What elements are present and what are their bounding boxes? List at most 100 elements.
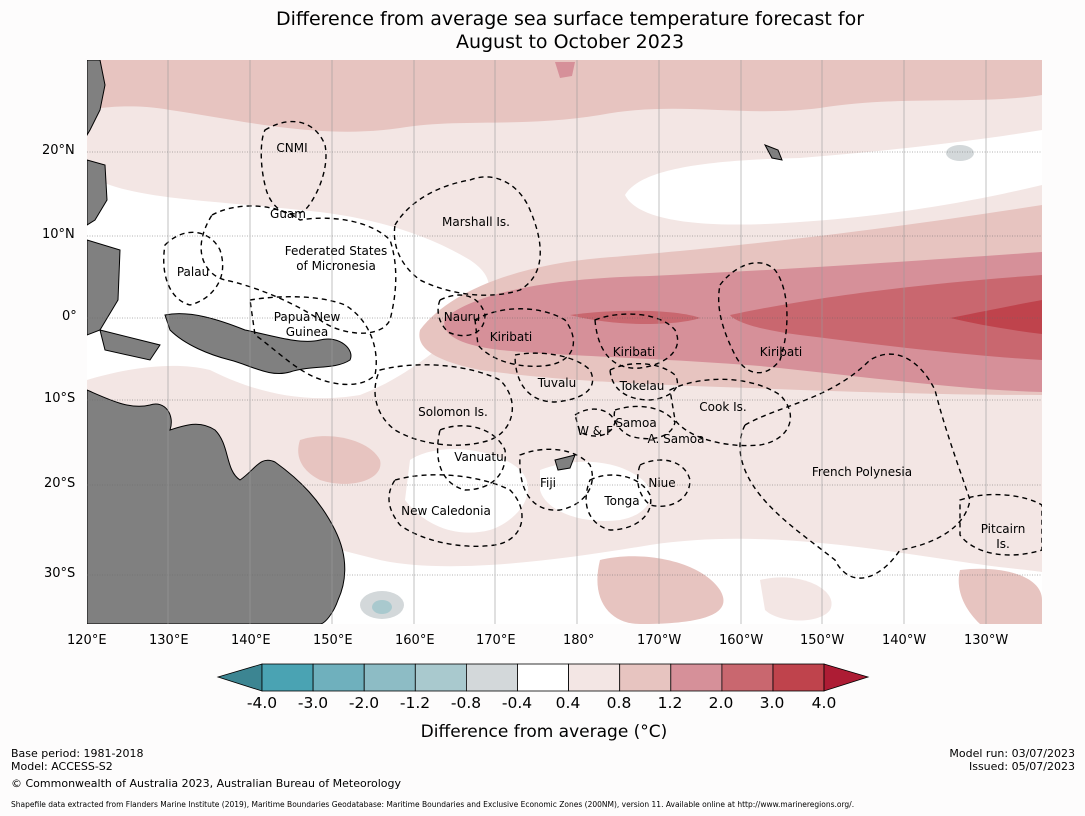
land [87,60,783,624]
colorbar-segment-1 [312,663,365,692]
lat-label-30s: 30°S [44,566,76,581]
label-png-line2: Guinea [286,325,329,339]
colorbar-segment-4 [465,663,518,692]
label-palau: Palau [177,265,209,279]
label-fsm-line2: of Micronesia [296,259,376,273]
cb-tick-0: -4.0 [246,694,278,712]
label-kiribati-east: Kiribati [760,345,802,359]
borneo-sulawesi [87,239,121,336]
label-solomon: Solomon Is. [418,405,488,419]
meta-left: Base period: 1981-2018 Model: ACCESS-S2 [11,747,143,773]
anomaly-patch-north [555,62,575,78]
label-pitcairn-line2: Is. [996,537,1010,551]
shapefile-credit: Shapefile data extracted from Flanders M… [11,800,855,809]
colorbar-extend-low [216,663,263,692]
label-pitcairn-line1: Pitcairn [981,522,1026,536]
eez-samoa [613,405,676,440]
lon-label-130w: 130°W [964,633,1009,648]
indonesia [99,329,161,361]
copyright: © Commonwealth of Australia 2023, Austra… [11,777,401,790]
lat-label-20n: 20°N [42,143,75,158]
anomaly-blob-south [597,556,724,624]
label-vanuatu: Vanuatu [454,450,504,464]
lon-label-160e: 160°E [395,633,435,648]
anomaly-2.0-3.0-west [570,310,700,324]
label-tuvalu: Tuvalu [537,376,577,390]
eez-tonga [585,474,652,531]
cb-tick-9: 2.0 [708,694,734,712]
label-kiribati-central: Kiribati [613,345,655,359]
colorbar-segment-10 [772,663,825,692]
label-french-polynesia: French Polynesia [812,465,912,479]
eez-kiribati-west [474,308,575,367]
lon-label-130e: 130°E [149,633,189,648]
lon-label-170e: 170°E [476,633,516,648]
anomaly-blob-solomon [298,436,381,484]
issued-date: Issued: 05/07/2023 [968,759,1075,773]
lat-label-20s: 20°S [44,476,76,491]
lon-label-120e: 120°E [67,633,107,648]
colorbar-segment-2 [363,663,416,692]
cb-tick-4: -0.8 [450,694,482,712]
eez-fsm [200,205,397,334]
lon-label-170w: 170°W [637,633,682,648]
label-american-samoa: A. Samoa [648,432,705,446]
model-name: Model: ACCESS-S2 [11,759,113,773]
label-fiji: Fiji [540,476,556,490]
anomaly-band-north [87,60,1042,132]
meridians [167,60,987,624]
label-png-line1: Papua New [274,310,341,324]
colorbar-segment-6 [568,663,621,692]
eez-kiribati-central [594,313,679,369]
anomaly-3.0-4.0-east [950,300,1042,334]
label-samoa: Samoa [615,416,656,430]
cb-tick-6: 0.4 [555,694,581,712]
chart-title: Difference from average sea surface temp… [0,8,1085,54]
hawaii [763,144,783,161]
cb-tick-8: 1.2 [657,694,683,712]
cool-blob-north [946,145,974,161]
cb-tick-5: -0.4 [501,694,533,712]
neutral-area-central-north [625,130,1042,225]
cb-tick-1: -3.0 [297,694,329,712]
eez-vanuatu [436,425,506,491]
eez-pitcairn [959,493,1042,556]
neutral-area-coral-sea [405,449,529,533]
colorbar-segment-9 [721,663,774,692]
eez-french-polynesia [739,353,971,579]
label-nauru: Nauru [444,310,480,324]
eez-cook-north [669,378,791,447]
fiji-island [554,454,576,471]
label-tokelau: Tokelau [619,379,665,393]
lon-label-180: 180° [563,633,595,648]
colorbar-title: Difference from average (°C) [420,722,668,742]
cb-tick-10: 3.0 [759,694,785,712]
label-marshall: Marshall Is. [442,215,510,229]
philippines [87,159,108,226]
neutral-area-fiji [540,461,651,521]
colorbar-segment-5 [517,663,569,692]
eez-solomon [374,364,514,446]
eez-nauru [437,294,486,337]
colorbar-extend-high [823,663,870,692]
gridlines [87,151,1042,576]
label-cnmi: CNMI [276,141,307,155]
cool-blob-core [372,600,392,614]
colorbar-segment-0 [261,663,314,692]
label-new-caledonia: New Caledonia [401,504,491,518]
title-line-1: Difference from average sea surface temp… [275,8,865,30]
cb-tick-3: -1.2 [399,694,431,712]
eez-kiribati-east [718,262,788,374]
anomaly-2.0-3.0-east [730,275,1042,360]
anomaly-blob-south-2 [760,577,832,621]
label-fsm-line1: Federated States [285,244,387,258]
colorbar-segment-7 [619,663,672,692]
anomaly-blob-southeast [958,568,1042,624]
lon-label-140e: 140°E [231,633,271,648]
lat-label-10s: 10°S [44,391,76,406]
model-run: Model run: 03/07/2023 [949,747,1075,760]
new-guinea [164,313,352,374]
eez-fiji [519,448,594,511]
eez-palau [163,231,224,306]
cb-tick-2: -2.0 [348,694,380,712]
